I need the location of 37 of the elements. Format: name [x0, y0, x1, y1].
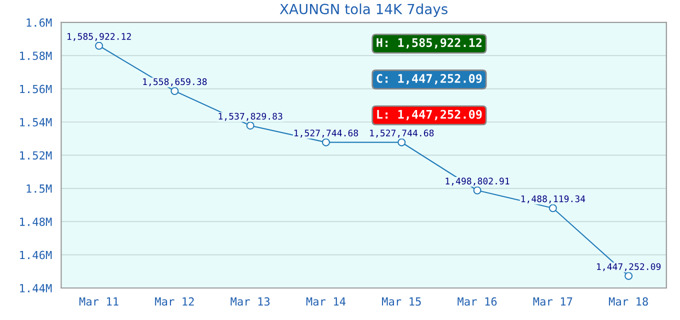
annotation: H: 1,585,922.12 — [376, 38, 482, 49]
data-label: 1,447,252.09 — [597, 263, 661, 272]
data-label: 1,498,802.91 — [446, 178, 510, 186]
y-tick-label: 1.44M — [20, 284, 52, 292]
x-tick-label: Mar 12 — [155, 297, 194, 306]
point — [246, 122, 254, 130]
x-tick-label: Mar 11 — [79, 297, 118, 306]
point — [95, 42, 104, 50]
x-tick-label: Mar 17 — [533, 297, 572, 306]
data-label: 1,488,119.34 — [521, 195, 586, 204]
y-tick-label: 1.52M — [20, 151, 52, 160]
x-tick-label: Mar 15 — [382, 297, 421, 306]
point — [624, 272, 633, 280]
y-tick-label: 1.5M — [26, 184, 52, 193]
data-label: 1,527,744.68 — [294, 130, 358, 138]
point — [170, 87, 179, 96]
annotation: L: 1,447,252.09 — [377, 110, 482, 120]
y-tick-label: 1.58M — [20, 52, 52, 60]
x-tick-label: Mar 14 — [306, 297, 346, 306]
point — [322, 138, 330, 146]
x-tick-label: Mar 16 — [458, 297, 497, 306]
y-tick-label: 1.54M — [20, 118, 52, 126]
y-tick-label: 1.56M — [20, 84, 52, 94]
y-tick-label: 1.6M — [26, 18, 52, 27]
x-tick-label: Mar 13 — [230, 297, 270, 306]
data-label: 1,527,744.68 — [370, 130, 434, 138]
y-tick-label: 1.48M — [20, 218, 52, 226]
chart-title: XAUNGN tola 14K 7days — [280, 4, 448, 17]
annotation: C: 1,447,252.09 — [376, 74, 482, 84]
x-tick-label: Mar 18 — [608, 297, 648, 306]
data-label: 1,537,829.83 — [218, 112, 282, 121]
point — [473, 186, 482, 194]
point — [548, 204, 557, 212]
data-label: 1,558,659.38 — [143, 78, 207, 86]
y-tick-label: 1.46M — [20, 250, 52, 260]
point — [398, 138, 406, 146]
data-label: 1,585,922.12 — [68, 33, 131, 41]
